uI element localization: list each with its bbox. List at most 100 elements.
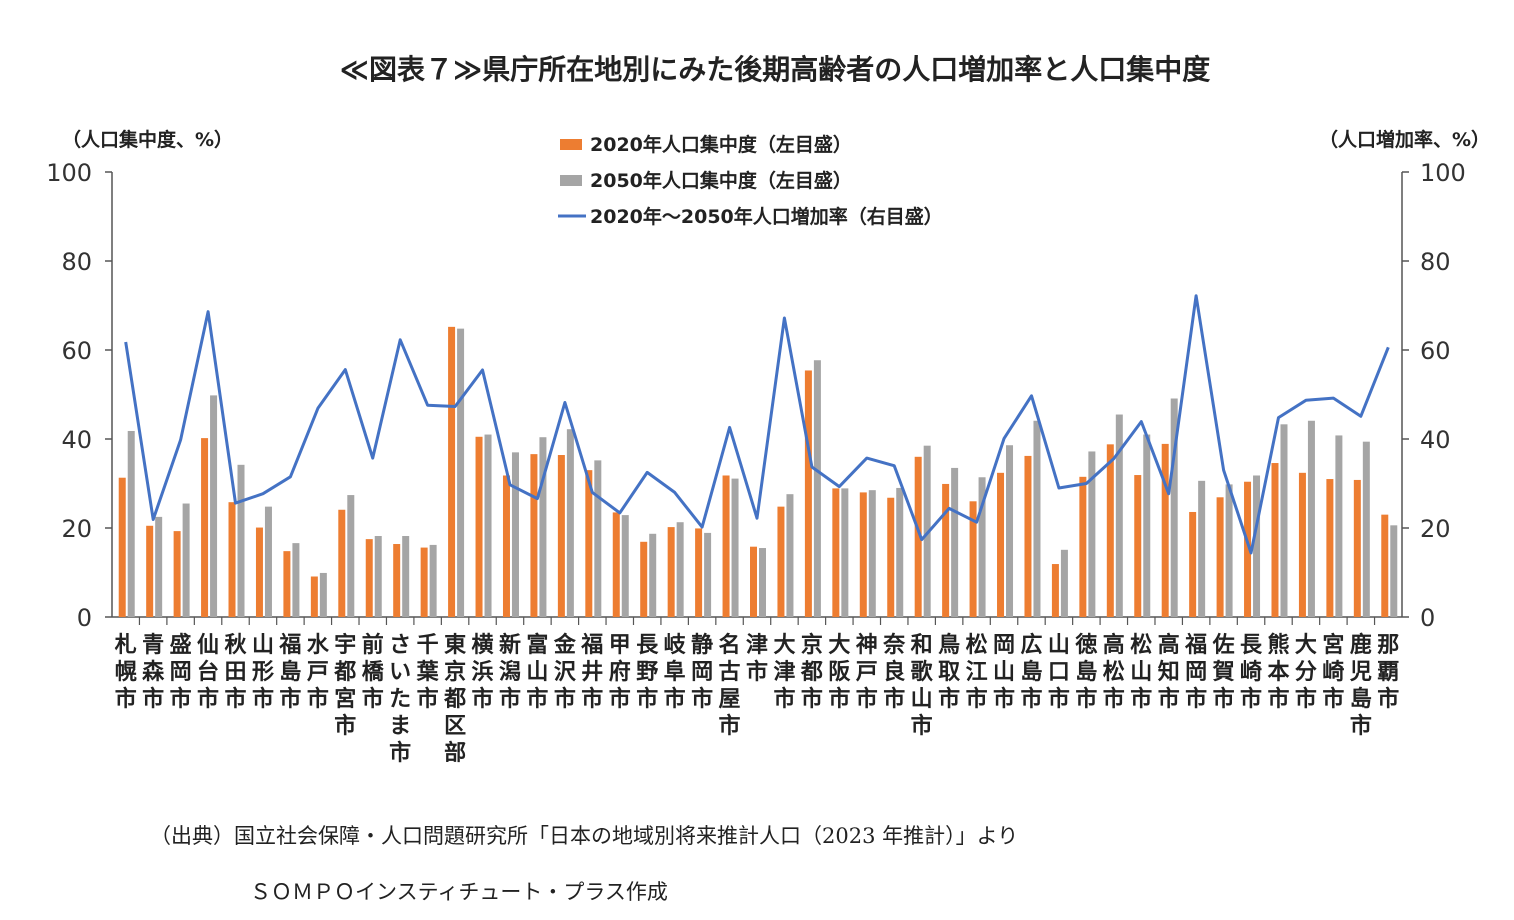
right-tick-label: 100	[1420, 159, 1466, 187]
category-char: 前	[362, 632, 384, 658]
bar-2050	[1088, 451, 1096, 617]
bar-2050	[292, 543, 300, 617]
category-char: 福	[580, 633, 603, 658]
bar-2020	[777, 506, 785, 617]
category-char: 山	[911, 687, 933, 712]
right-tick-label: 40	[1420, 426, 1451, 454]
category-char: 奈	[882, 632, 906, 658]
bar-2020	[640, 541, 648, 617]
category-label: 福井市	[580, 633, 603, 712]
category-char: 田	[225, 660, 247, 685]
category-char: 戸	[856, 660, 878, 685]
growth-rate-line	[124, 294, 1390, 555]
category-char: 本	[1267, 660, 1289, 685]
category-char: 市	[1075, 686, 1097, 712]
left-tick-label: 60	[61, 337, 92, 365]
legend: 2020年人口集中度（左目盛） 2050年人口集中度（左目盛） 2020年～2050…	[558, 133, 943, 228]
category-char: 市	[609, 686, 631, 712]
category-char: 古	[719, 659, 741, 685]
category-label: 松江市	[966, 633, 988, 712]
category-char: 千	[417, 633, 439, 658]
category-char: 大	[828, 633, 850, 658]
bar-2020	[1024, 455, 1032, 617]
category-char: 宇	[334, 633, 356, 658]
category-char: 市	[856, 686, 878, 712]
bar-2050	[1280, 424, 1288, 617]
category-char: 熊	[1267, 632, 1289, 658]
category-label: 大津市	[773, 633, 795, 712]
category-char: 市	[334, 713, 356, 739]
category-char: 市	[966, 686, 988, 712]
bars	[118, 326, 1398, 617]
bar-2050	[1198, 480, 1206, 617]
category-label: 仙台市	[197, 632, 219, 712]
category-char: 市	[1240, 686, 1262, 712]
category-char: 高	[1158, 632, 1180, 658]
category-label: 広島市	[1020, 632, 1042, 712]
category-char: 橋	[362, 660, 385, 685]
category-char: 市	[1048, 686, 1070, 712]
category-char: 市	[225, 686, 247, 712]
bar-2020	[1244, 481, 1252, 617]
bar-2020	[118, 477, 126, 617]
bar-2050	[896, 487, 904, 617]
category-char: 広	[1020, 632, 1042, 658]
category-label: 青森市	[142, 633, 165, 712]
category-char: 取	[938, 660, 960, 685]
category-char: 山	[993, 660, 1015, 685]
legend-label: 2050年人口集中度（左目盛）	[590, 169, 852, 192]
bar-2050	[841, 488, 849, 617]
bar-2020	[1161, 443, 1169, 617]
bar-2020	[420, 547, 428, 617]
category-char: 市	[1130, 686, 1152, 712]
category-char: 市	[389, 740, 411, 766]
category-char: 山	[252, 633, 274, 658]
right-tick-label: 20	[1420, 515, 1451, 543]
category-char: 市	[719, 713, 741, 739]
category-label: 横浜市	[472, 633, 494, 712]
category-char: 沢	[554, 660, 577, 685]
left-tick-label: 40	[61, 426, 92, 454]
category-label: 札幌市	[114, 633, 137, 712]
bar-2050	[1307, 420, 1315, 617]
category-char: 札	[114, 633, 137, 658]
right-axis-label: （人口増加率、%）	[1319, 128, 1490, 151]
bar-2050	[594, 460, 602, 617]
bar-2020	[283, 551, 291, 617]
category-char: 知	[1158, 659, 1180, 685]
legend-label: 2020年～2050年人口増加率（右目盛）	[590, 205, 943, 228]
category-char: 市	[1213, 686, 1235, 712]
category-char: 市	[526, 686, 548, 712]
category-label: 甲府市	[609, 633, 631, 712]
category-char: 高	[1103, 632, 1125, 658]
category-char: 名	[719, 632, 741, 658]
category-char: 島	[1075, 659, 1097, 685]
bar-2050	[511, 452, 519, 617]
category-char: 市	[1295, 686, 1317, 712]
category-char: 崎	[1240, 660, 1262, 685]
category-char: 市	[170, 686, 192, 712]
bar-2050	[1006, 445, 1014, 617]
bar-2050	[347, 495, 355, 617]
category-char: 部	[444, 740, 466, 766]
category-char: 山	[526, 660, 548, 685]
category-label: 福岡市	[1184, 633, 1207, 712]
category-label: 高松市	[1103, 632, 1125, 712]
category-char: 市	[252, 686, 274, 712]
right-tick-label: 80	[1420, 248, 1451, 276]
legend-swatch	[560, 175, 582, 186]
category-char: 津	[746, 632, 768, 658]
bar-2020	[1079, 476, 1087, 617]
bar-2050	[868, 490, 876, 617]
category-label: 大阪市	[828, 633, 850, 712]
chart-title: ≪図表７≫県庁所在地別にみた後期高齢者の人口増加率と人口集中度	[340, 53, 1211, 86]
bar-2020	[1189, 511, 1197, 617]
category-char: 児	[1349, 660, 1372, 685]
category-char: 戸	[307, 660, 329, 685]
bar-2050	[1115, 414, 1123, 617]
category-char: 津	[773, 659, 795, 685]
bar-2020	[612, 512, 620, 617]
